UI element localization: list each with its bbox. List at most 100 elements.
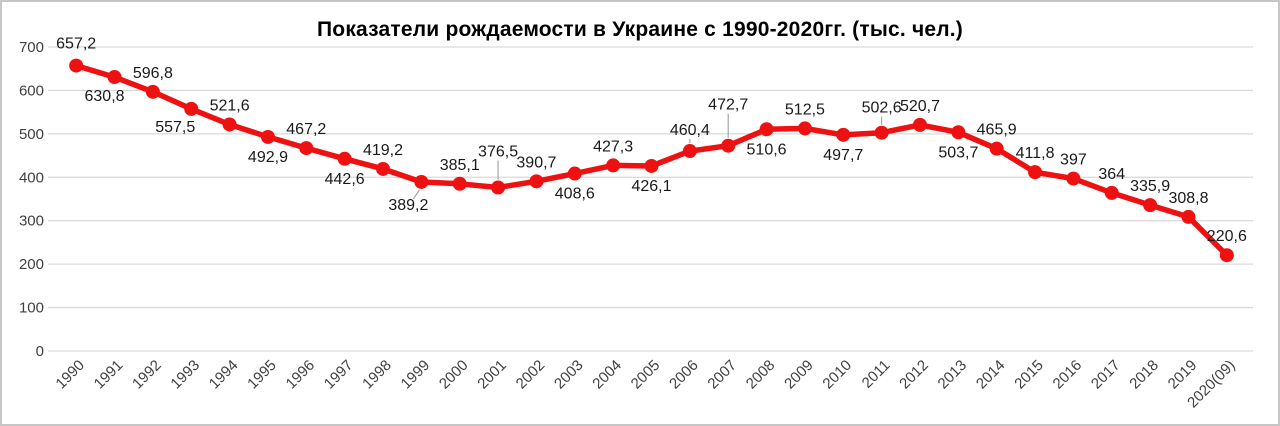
data-point-marker [1066, 171, 1081, 186]
x-axis-tick-label: 2009 [781, 357, 817, 393]
data-point-marker [107, 70, 122, 85]
data-point-marker [682, 144, 697, 159]
data-point-label: 557,5 [155, 119, 195, 136]
x-axis-tick-label: 2001 [474, 357, 510, 393]
x-axis-tick-label: 1996 [283, 357, 319, 393]
x-axis-tick-label: 2016 [1050, 357, 1086, 393]
data-point-label: 397 [1060, 152, 1087, 169]
y-axis-tick-label: 100 [19, 300, 44, 317]
data-point-label: 442,6 [325, 171, 365, 188]
data-point-marker [836, 127, 851, 142]
data-point-marker [567, 166, 582, 181]
data-point-marker [1143, 198, 1158, 213]
y-axis-tick-label: 0 [36, 343, 44, 360]
data-point-label: 520,7 [900, 98, 940, 115]
x-axis-tick-label: 1993 [167, 357, 203, 393]
data-point-label: 596,8 [133, 65, 173, 82]
data-point-marker [1028, 165, 1043, 180]
data-point-marker [452, 176, 467, 191]
chart-title: Показатели рождаемости в Украине с 1990-… [317, 18, 963, 41]
x-axis-tick-label: 2006 [666, 357, 702, 393]
x-axis-tick-label: 2018 [1126, 357, 1162, 393]
data-point-marker [1181, 209, 1196, 224]
data-point-marker [414, 174, 429, 189]
data-point-marker [951, 125, 966, 140]
data-point-label: 460,4 [670, 122, 710, 139]
x-axis-tick-label: 1991 [91, 357, 127, 393]
data-point-marker [491, 180, 506, 195]
y-axis-tick-label: 500 [19, 126, 44, 143]
data-point-label: 492,9 [248, 149, 288, 166]
x-axis-tick-label: 2019 [1165, 357, 1201, 393]
x-axis-tick-label: 2012 [896, 357, 932, 393]
data-point-label: 364 [1098, 166, 1125, 183]
data-point-label: 467,2 [286, 121, 326, 138]
data-point-label: 630,8 [85, 88, 125, 105]
data-point-marker [145, 84, 160, 99]
data-point-marker [184, 101, 199, 116]
data-point-marker [337, 151, 352, 166]
data-point-label: 419,2 [363, 142, 403, 159]
x-axis-tick-label: 1999 [398, 357, 434, 393]
data-point-marker [1219, 248, 1234, 263]
y-axis-tick-label: 400 [19, 169, 44, 186]
data-point-label: 502,6 [862, 100, 902, 117]
x-axis-tick-label: 1992 [129, 357, 165, 393]
x-axis-tick-label: 2000 [436, 357, 472, 393]
data-point-label: 390,7 [516, 154, 556, 171]
data-point-label: 521,6 [210, 97, 250, 114]
data-point-label: 427,3 [593, 138, 633, 155]
data-point-marker [529, 174, 544, 189]
data-point-label: 503,7 [938, 144, 978, 161]
data-point-marker [69, 58, 84, 73]
x-axis-tick-label: 2003 [551, 357, 587, 393]
y-axis-tick-label: 700 [19, 39, 44, 56]
data-point-marker [912, 117, 927, 132]
data-point-label: 220,6 [1207, 228, 1247, 245]
y-axis-tick-label: 300 [19, 213, 44, 230]
x-axis-tick-label: 2005 [628, 357, 664, 393]
data-point-label: 465,9 [977, 122, 1017, 139]
x-axis-tick-label: 2010 [819, 357, 855, 393]
x-axis-tick-label: 2013 [935, 357, 971, 393]
data-point-marker [644, 158, 659, 173]
data-point-marker [222, 117, 237, 132]
data-point-marker [260, 129, 275, 144]
x-axis-tick-label: 1995 [244, 357, 280, 393]
label-leader-line [412, 189, 420, 200]
data-point-label: 657,2 [56, 36, 96, 53]
x-axis-tick-label: 2002 [513, 357, 549, 393]
data-point-label: 376,5 [478, 143, 518, 160]
data-point-marker [606, 158, 621, 173]
x-axis-tick-label: 2017 [1088, 357, 1124, 393]
x-axis-tick-label: 1990 [52, 357, 88, 393]
data-point-label: 411,8 [1016, 145, 1055, 162]
data-point-label: 497,7 [823, 147, 863, 164]
data-point-label: 426,1 [631, 178, 671, 195]
data-point-label: 408,6 [555, 186, 595, 203]
data-point-marker [874, 125, 889, 140]
x-axis-tick-label: 2015 [1011, 357, 1047, 393]
x-axis-tick-label: 2014 [973, 357, 1009, 393]
data-point-marker [989, 141, 1004, 156]
data-point-label: 512,5 [785, 101, 825, 118]
x-axis-tick-label: 2007 [704, 357, 740, 393]
data-point-marker [759, 122, 774, 137]
data-point-label: 510,6 [747, 141, 787, 158]
x-axis-tick-label: 2011 [859, 357, 894, 392]
x-axis-tick-label: 1997 [321, 357, 357, 393]
data-point-marker [797, 121, 812, 136]
y-axis-tick-label: 200 [19, 256, 44, 273]
data-point-marker [376, 161, 391, 176]
data-point-marker [721, 138, 736, 153]
data-point-marker [1104, 185, 1119, 200]
data-point-label: 308,8 [1168, 190, 1208, 207]
y-axis-tick-label: 600 [19, 82, 44, 99]
x-axis-tick-label: 2008 [743, 357, 779, 393]
data-point-label: 389,2 [388, 197, 428, 214]
x-axis-tick-label: 2004 [589, 357, 625, 393]
data-point-label: 472,7 [708, 97, 748, 114]
data-point-marker [299, 141, 314, 156]
